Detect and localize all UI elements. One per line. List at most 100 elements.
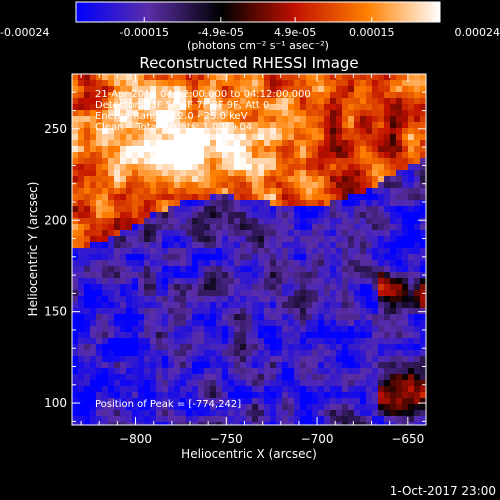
heatmap-cell: [240, 314, 247, 321]
heatmap-cell: [246, 170, 253, 177]
heatmap-cell: [336, 140, 343, 147]
heatmap-cell: [222, 80, 229, 87]
heatmap-cell: [366, 392, 373, 399]
heatmap-cell: [408, 158, 415, 165]
heatmap-cell: [330, 254, 337, 261]
heatmap-cell: [360, 374, 367, 381]
heatmap-cell: [348, 158, 355, 165]
heatmap-cell: [342, 188, 349, 195]
heatmap-cell: [162, 308, 169, 315]
heatmap-cell: [402, 212, 409, 219]
heatmap-cell: [72, 278, 79, 285]
heatmap-cell: [126, 404, 133, 411]
heatmap-cell: [378, 368, 385, 375]
heatmap-cell: [264, 98, 271, 105]
heatmap-cell: [108, 338, 115, 345]
heatmap-cell: [288, 302, 295, 309]
heatmap-cell: [312, 140, 319, 147]
heatmap-cell: [294, 218, 301, 225]
heatmap-cell: [402, 236, 409, 243]
heatmap-cell: [174, 206, 181, 213]
heatmap-cell: [366, 266, 373, 273]
heatmap-cell: [150, 242, 157, 249]
heatmap-cell: [132, 308, 139, 315]
heatmap-cell: [150, 128, 157, 135]
heatmap-cell: [306, 206, 313, 213]
heatmap-cell: [72, 194, 79, 201]
heatmap-cell: [132, 386, 139, 393]
heatmap-cell: [372, 380, 379, 387]
heatmap-cell: [168, 170, 175, 177]
heatmap-cell: [318, 188, 325, 195]
heatmap-cell: [72, 410, 79, 417]
heatmap-cell: [198, 74, 205, 81]
heatmap-cell: [246, 332, 253, 339]
heatmap-cell: [156, 248, 163, 255]
heatmap-cell: [318, 344, 325, 351]
colorbar-tick-labels: -0.00024 -0.00015 -4.9e-05 4.9e-05 0.00015 0.…: [0, 26, 500, 39]
heatmap-cell: [396, 80, 403, 87]
heatmap-cell: [114, 392, 121, 399]
heatmap-cell: [210, 164, 217, 171]
heatmap-cell: [234, 104, 241, 111]
heatmap-cell: [210, 314, 217, 321]
heatmap-cell: [180, 302, 187, 309]
heatmap-cell: [330, 362, 337, 369]
heatmap-cell: [414, 416, 421, 423]
heatmap-cell: [108, 104, 115, 111]
heatmap-cell: [162, 362, 169, 369]
heatmap-cell: [270, 374, 277, 381]
heatmap-cell: [342, 254, 349, 261]
heatmap-cell: [360, 326, 367, 333]
heatmap-cell: [156, 206, 163, 213]
heatmap-cell: [150, 248, 157, 255]
heatmap-cell: [186, 368, 193, 375]
heatmap-cell: [354, 74, 361, 81]
heatmap-cell: [396, 284, 403, 291]
heatmap-cell: [324, 194, 331, 201]
heatmap-cell: [276, 296, 283, 303]
heatmap-cell: [258, 266, 265, 273]
heatmap-cell: [186, 86, 193, 93]
heatmap-cell: [216, 152, 223, 159]
heatmap-cell: [192, 230, 199, 237]
heatmap-cell: [162, 320, 169, 327]
heatmap-cell: [318, 362, 325, 369]
heatmap-cell: [414, 398, 421, 405]
heatmap-cell: [204, 296, 211, 303]
heatmap-cell: [246, 122, 253, 129]
heatmap-cell: [96, 170, 103, 177]
heatmap-cell: [150, 410, 157, 417]
heatmap-cell: [204, 128, 211, 135]
heatmap-cell: [252, 92, 259, 99]
heatmap-cell: [396, 314, 403, 321]
heatmap-cell: [84, 272, 91, 279]
heatmap-cell: [204, 416, 211, 423]
heatmap-cell: [198, 272, 205, 279]
heatmap-cell: [192, 308, 199, 315]
heatmap-cell: [348, 308, 355, 315]
heatmap-cell: [78, 248, 85, 255]
heatmap-cell: [270, 320, 277, 327]
heatmap-cell: [360, 92, 367, 99]
heatmap-cell: [246, 404, 253, 411]
heatmap-cell: [192, 134, 199, 141]
heatmap-cell: [348, 296, 355, 303]
heatmap-cell: [390, 122, 397, 129]
heatmap-cell: [96, 86, 103, 93]
heatmap-cell: [348, 410, 355, 417]
heatmap-cell: [378, 134, 385, 141]
heatmap-cell: [282, 200, 289, 207]
heatmap-cell: [318, 206, 325, 213]
heatmap-cell: [156, 380, 163, 387]
heatmap-cell: [396, 374, 403, 381]
heatmap-cell: [204, 344, 211, 351]
heatmap-cell: [102, 368, 109, 375]
heatmap-cell: [108, 200, 115, 207]
heatmap-cell: [342, 302, 349, 309]
heatmap-cell: [126, 248, 133, 255]
heatmap-cell: [378, 332, 385, 339]
heatmap-cell: [180, 152, 187, 159]
heatmap-cell: [120, 314, 127, 321]
heatmap-cell: [312, 284, 319, 291]
